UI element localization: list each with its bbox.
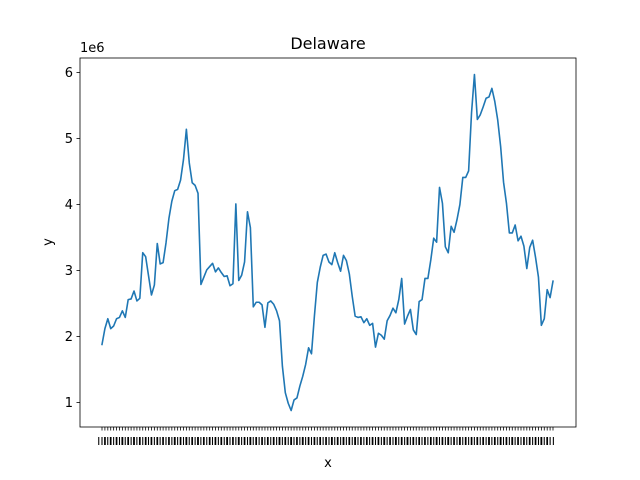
x-tick-label: III (138, 435, 148, 448)
x-tick-label: III (231, 435, 241, 448)
x-tick-label: III (458, 435, 468, 448)
x-tick-label: III (400, 435, 410, 448)
x-tick-label: III (97, 435, 107, 448)
x-tick-label: III (365, 435, 375, 448)
x-tick-label: III (179, 435, 189, 448)
x-tick-label: III (376, 435, 386, 448)
y-tick-label: 1 (65, 396, 73, 411)
x-axis-ticks: IIIIIIIIIIIIIIIIIIIIIIIIIIIIIIIIIIIIIIII… (97, 427, 555, 448)
x-tick-label: III (528, 435, 538, 448)
x-tick-label: III (103, 435, 113, 448)
x-tick-label: III (295, 435, 305, 448)
x-tick-label: III (534, 435, 544, 448)
x-tick-label: III (144, 435, 154, 448)
x-tick-label: III (132, 435, 142, 448)
x-tick-label: III (150, 435, 160, 448)
x-tick-label: III (254, 435, 264, 448)
x-tick-label: III (522, 435, 532, 448)
x-tick-label: III (278, 435, 288, 448)
x-tick-label: III (435, 435, 445, 448)
x-tick-label: III (336, 435, 346, 448)
x-tick-label: III (126, 435, 136, 448)
x-tick-label: III (214, 435, 224, 448)
x-tick-label: III (342, 435, 352, 448)
x-tick-label: III (120, 435, 130, 448)
x-tick-label: III (307, 435, 317, 448)
x-tick-label: III (260, 435, 270, 448)
y-tick-label: 4 (65, 198, 73, 213)
x-tick-label: III (283, 435, 293, 448)
x-tick-label: III (499, 435, 509, 448)
x-tick-labels-overlap: IIIIIIIIIIIIIIIIIIIIIIIIIIIIIIIIIIIIIIII… (97, 435, 555, 448)
x-axis-label: x (324, 456, 332, 471)
x-tick-label: III (272, 435, 282, 448)
plot-area (80, 58, 576, 427)
x-tick-label: III (243, 435, 253, 448)
x-tick-label: III (504, 435, 514, 448)
x-tick-label: III (475, 435, 485, 448)
chart-title: Delaware (290, 34, 365, 53)
x-tick-label: III (388, 435, 398, 448)
x-tick-label: III (539, 435, 549, 448)
series-line (101, 73, 554, 412)
x-tick-label: III (394, 435, 404, 448)
x-tick-label: III (481, 435, 491, 448)
x-tick-label: III (510, 435, 520, 448)
x-tick-label: III (353, 435, 363, 448)
x-tick-label: III (202, 435, 212, 448)
x-tick-label: III (452, 435, 462, 448)
x-tick-label: III (219, 435, 229, 448)
x-tick-label: III (109, 435, 119, 448)
y-tick-label: 6 (65, 66, 73, 81)
y-tick-label: 3 (65, 264, 73, 279)
x-tick-label: III (487, 435, 497, 448)
x-tick-label: III (301, 435, 311, 448)
x-tick-label: III (266, 435, 276, 448)
x-tick-label: III (411, 435, 421, 448)
x-tick-label: III (330, 435, 340, 448)
x-tick-label: III (382, 435, 392, 448)
x-tick-label: III (208, 435, 218, 448)
x-tick-label: III (167, 435, 177, 448)
x-tick-label: III (237, 435, 247, 448)
y-axis-ticks: 1 2 3 4 5 6 (65, 66, 80, 411)
plot-frame (79, 57, 577, 428)
y-axis-label: y (41, 238, 56, 246)
y-tick-label: 2 (65, 330, 73, 345)
x-tick-label: III (155, 435, 165, 448)
x-tick-label: III (406, 435, 416, 448)
y-tick-label: 5 (65, 132, 73, 147)
x-tick-label: III (161, 435, 171, 448)
x-tick-label: III (324, 435, 334, 448)
x-tick-label: III (115, 435, 125, 448)
x-tick-label: III (446, 435, 456, 448)
x-tick-label: III (190, 435, 200, 448)
x-tick-label: III (440, 435, 450, 448)
x-tick-label: III (429, 435, 439, 448)
x-tick-label: III (470, 435, 480, 448)
x-tick-label: III (312, 435, 322, 448)
x-tick-label: III (417, 435, 427, 448)
x-tick-label: III (225, 435, 235, 448)
x-tick-label: III (371, 435, 381, 448)
x-tick-label: III (196, 435, 206, 448)
x-tick-label: III (289, 435, 299, 448)
x-tick-label: III (173, 435, 183, 448)
x-tick-label: III (184, 435, 194, 448)
y-offset-label: 1e6 (80, 41, 105, 56)
x-tick-label: III (359, 435, 369, 448)
x-tick-label: III (347, 435, 357, 448)
x-tick-label: III (516, 435, 526, 448)
x-tick-label: III (545, 435, 555, 448)
x-tick-label: III (248, 435, 258, 448)
x-tick-label: III (318, 435, 328, 448)
x-tick-label: III (493, 435, 503, 448)
x-tick-label: III (423, 435, 433, 448)
x-tick-label: III (464, 435, 474, 448)
